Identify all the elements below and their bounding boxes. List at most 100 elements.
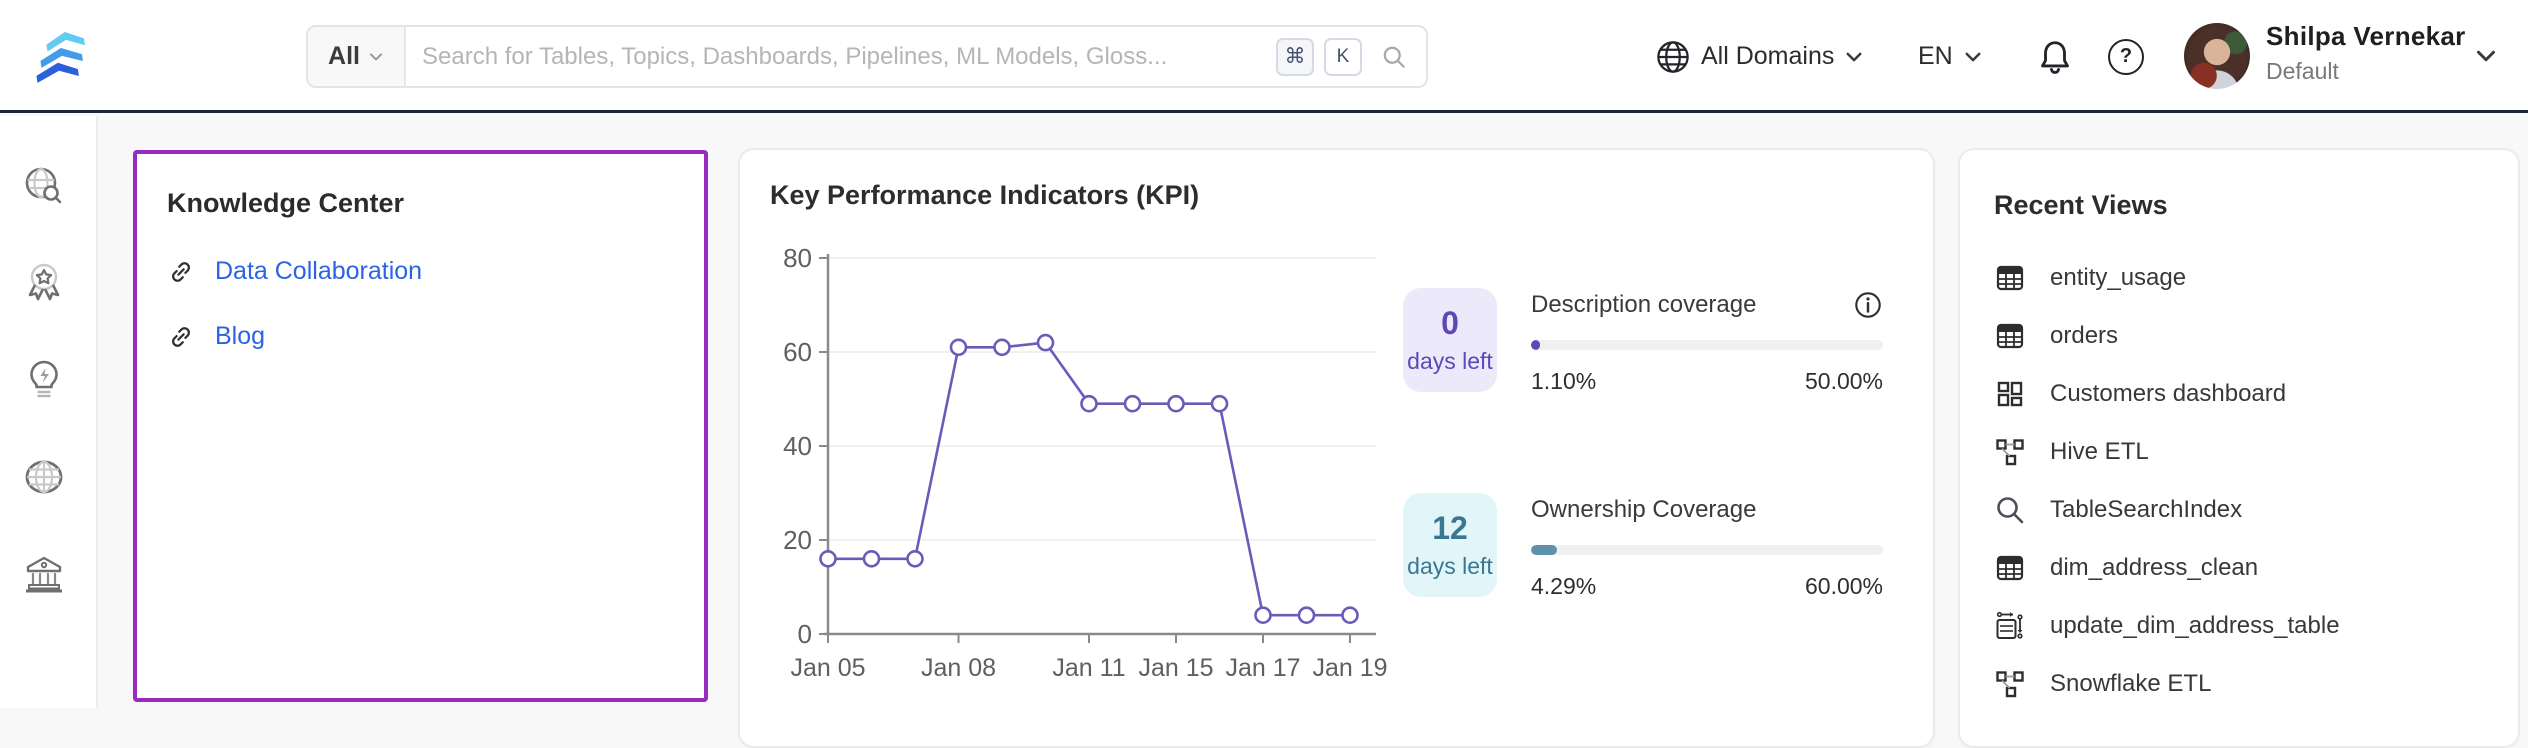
kpi-metric-name: Description coverage (1531, 291, 1757, 318)
logo-layer-bottom (36, 62, 79, 83)
recent-view-item[interactable]: orders (1994, 307, 2484, 365)
user-avatar[interactable] (2184, 23, 2250, 89)
search-input[interactable] (406, 42, 1276, 71)
recent-view-label: entity_usage (2050, 264, 2187, 291)
domains-globe-icon (25, 460, 63, 494)
info-icon[interactable] (1853, 290, 1883, 320)
days-left-badge: 0 days left (1403, 288, 1497, 392)
recent-view-label: Customers dashboard (2050, 380, 2287, 407)
chevron-down-icon[interactable] (2474, 44, 2498, 68)
user-menu[interactable]: Shilpa Vernekar Default (2266, 21, 2466, 85)
globe-icon (1655, 39, 1691, 75)
svg-text:Jan 08: Jan 08 (921, 654, 996, 682)
chevron-down-icon (1963, 47, 1983, 67)
days-left-value: 0 (1441, 305, 1459, 341)
recent-views-list: entity_usage orders Customers dashboard … (1994, 249, 2484, 713)
knowledge-center-link[interactable]: Blog (167, 322, 674, 351)
recent-view-item[interactable]: update_dim_address_table (1994, 597, 2484, 655)
user-name: Shilpa Vernekar (2266, 21, 2466, 51)
svg-text:20: 20 (783, 525, 812, 555)
logo-layer-mid (40, 47, 83, 68)
bell-icon (2036, 38, 2074, 76)
pipeline-icon (1994, 668, 2026, 700)
kpi-panel: Key Performance Indicators (KPI) 0 20 40 60… (738, 148, 1935, 748)
svg-text:40: 40 (783, 431, 812, 461)
recent-view-item[interactable]: entity_usage (1994, 249, 2484, 307)
pipeline-icon (1994, 436, 2026, 468)
stored-procedure-icon (1994, 610, 2026, 642)
recent-views-title: Recent Views (1994, 190, 2168, 220)
sidebar-item-explore[interactable] (20, 162, 68, 210)
user-role: Default (2266, 58, 2339, 84)
dashboard-icon (1994, 378, 2026, 410)
svg-text:0: 0 (798, 619, 812, 649)
knowledge-center-link[interactable]: Data Collaboration (167, 257, 674, 286)
kpi-panel-title: Key Performance Indicators (KPI) (770, 180, 1200, 210)
recent-view-item[interactable]: TableSearchIndex (1994, 481, 2484, 539)
days-left-label: days left (1407, 348, 1493, 374)
knowledge-center-links: Data Collaboration Blog (167, 257, 674, 351)
chevron-down-icon (368, 49, 384, 65)
svg-text:Jan 19: Jan 19 (1312, 654, 1387, 682)
notifications-button[interactable] (2036, 0, 2074, 113)
knowledge-center-link-label: Blog (215, 322, 266, 350)
link-icon (167, 323, 195, 351)
left-sidebar (0, 116, 98, 708)
kpi-card: 12 days left Ownership Coverage 4.29% 60… (1403, 493, 1883, 600)
table-icon (1994, 262, 2026, 294)
knowledge-center-panel: Knowledge Center Data Collaboration Blog (133, 150, 708, 702)
recent-view-label: orders (2050, 322, 2119, 349)
table-icon (1994, 552, 2026, 584)
recent-view-label: Hive ETL (2050, 438, 2149, 465)
global-search-bar: All ⌘ K (306, 25, 1428, 88)
sidebar-item-insights[interactable] (20, 356, 68, 404)
chevron-down-icon (1844, 47, 1864, 67)
search-index-icon (1994, 494, 2026, 526)
kpi-progress-fill (1531, 340, 1540, 350)
days-left-value: 12 (1432, 510, 1468, 546)
recent-view-item[interactable]: Customers dashboard (1994, 365, 2484, 423)
language-selector[interactable]: EN (1918, 0, 1983, 113)
sidebar-item-govern[interactable] (20, 550, 68, 598)
search-scope-dropdown[interactable]: All (308, 27, 406, 86)
svg-text:Jan 15: Jan 15 (1138, 654, 1213, 682)
svg-text:80: 80 (783, 243, 812, 273)
svg-text:Jan 17: Jan 17 (1225, 654, 1300, 682)
kpi-current-value: 4.29% (1531, 573, 1597, 599)
recent-view-item[interactable]: Hive ETL (1994, 423, 2484, 481)
kpi-progress-bar (1531, 340, 1883, 350)
svg-text:Jan 05: Jan 05 (790, 654, 865, 682)
kpi-progress-fill (1531, 545, 1557, 555)
domain-selector[interactable]: All Domains (1655, 0, 1864, 113)
search-icon[interactable] (1380, 43, 1408, 71)
days-left-badge: 12 days left (1403, 493, 1497, 597)
recent-views-panel: Recent Views entity_usage orders Custome… (1958, 148, 2520, 748)
insights-bulb-icon (30, 360, 58, 398)
explore-search-icon (25, 167, 62, 204)
recent-view-label: dim_address_clean (2050, 554, 2259, 581)
kpi-line-chart: 0 20 40 60 80 Jan 05 Jan 08 Jan 11 Jan 15 Jan 17 J… (783, 243, 1387, 682)
k-key-badge: K (1324, 37, 1362, 76)
question-mark-icon: ? (2108, 38, 2144, 75)
kpi-metric-name: Ownership Coverage (1531, 496, 1757, 523)
knowledge-center-link-label: Data Collaboration (215, 257, 423, 285)
app-logo[interactable] (26, 20, 94, 95)
kpi-progress-bar (1531, 545, 1883, 555)
search-scope-label: All (328, 42, 360, 70)
cmd-key-badge: ⌘ (1276, 37, 1314, 76)
recent-view-item[interactable]: Snowflake ETL (1994, 655, 2484, 713)
recent-view-item[interactable]: dim_address_clean (1994, 539, 2484, 597)
sidebar-item-domains[interactable] (20, 453, 68, 501)
recent-view-label: Snowflake ETL (2050, 670, 2212, 697)
logo-layer-top (46, 31, 85, 52)
quality-badge-icon (28, 263, 60, 301)
table-icon (1994, 320, 2026, 352)
top-navbar: All ⌘ K All Domains EN ? Shilpa Vernekar… (0, 0, 2528, 113)
sidebar-item-quality[interactable] (20, 259, 68, 307)
help-button[interactable]: ? (2108, 0, 2144, 113)
kpi-current-value: 1.10% (1531, 368, 1597, 394)
kpi-card: 0 days left Description coverage 1.10% 5… (1403, 288, 1883, 395)
language-label: EN (1918, 42, 1953, 70)
svg-text:Jan 11: Jan 11 (1052, 654, 1125, 682)
kpi-target-value: 60.00% (1804, 573, 1883, 599)
